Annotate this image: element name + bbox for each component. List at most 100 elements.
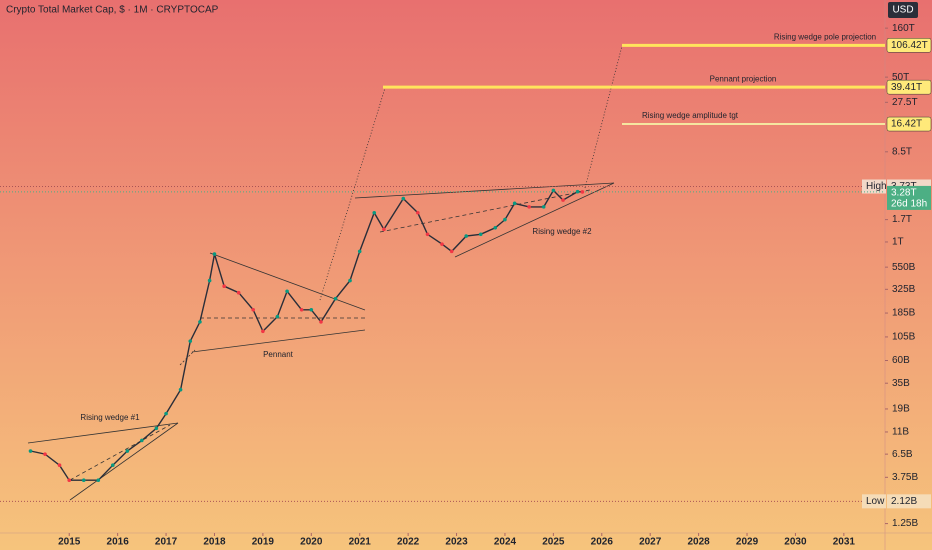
y-tick-label: 185B xyxy=(892,308,916,319)
x-tick-label: 2029 xyxy=(736,537,759,548)
price-point xyxy=(348,278,352,283)
price-point xyxy=(464,234,469,238)
price-point xyxy=(493,225,498,230)
price-point xyxy=(275,314,280,319)
annotation: Pennant xyxy=(263,350,294,359)
level-label: 106.42T xyxy=(891,40,928,51)
price-point xyxy=(140,438,144,443)
y-tick-label: 325B xyxy=(892,284,916,295)
y-tick-label: 19B xyxy=(892,404,910,415)
y-tick-label: 27.5T xyxy=(892,97,918,108)
price-point xyxy=(57,463,62,467)
level-label: 16.42T xyxy=(891,119,922,130)
countdown: 26d 18h xyxy=(891,199,927,210)
price-point xyxy=(178,387,183,392)
low-name: Low xyxy=(866,496,885,507)
annotation: Rising wedge #2 xyxy=(532,227,592,236)
trendlines xyxy=(27,45,623,501)
x-tick-label: 2025 xyxy=(542,537,565,548)
price-point xyxy=(333,296,338,301)
x-tick-label: 2018 xyxy=(203,537,226,548)
x-tick-label: 2026 xyxy=(591,537,614,548)
price-point xyxy=(81,478,86,483)
level-box xyxy=(886,79,932,95)
y-tick-label: 8.5T xyxy=(892,146,912,157)
x-tick-label: 2023 xyxy=(445,537,468,548)
price-point xyxy=(503,217,507,222)
level-box xyxy=(886,116,932,132)
price-point xyxy=(285,289,289,294)
y-tick-label: 1.25B xyxy=(892,518,918,529)
y-tick-label: 550B xyxy=(892,262,916,273)
x-tick-label: 2020 xyxy=(300,537,323,548)
currency: USD xyxy=(892,5,913,16)
x-tick-label: 2019 xyxy=(252,537,275,548)
price-point xyxy=(425,232,430,237)
y-tick-label: 11B xyxy=(892,427,909,438)
price-point xyxy=(401,196,406,201)
price-point xyxy=(561,198,565,202)
y-tick-label: 1T xyxy=(892,237,904,248)
price-point xyxy=(575,189,580,194)
price-line xyxy=(30,189,583,481)
y-tick-label: 160T xyxy=(892,23,915,34)
low-price-box xyxy=(887,494,931,509)
price-point xyxy=(154,426,159,431)
price-point xyxy=(512,201,517,206)
low-box xyxy=(862,494,886,509)
level-name: Pennant projection xyxy=(710,74,777,83)
price-point xyxy=(440,242,444,246)
annotation: Rising wedge #1 xyxy=(80,413,140,422)
price-point xyxy=(111,463,115,467)
price-point xyxy=(541,205,546,209)
high-box xyxy=(862,179,886,194)
price-point xyxy=(188,339,193,343)
last-label: 3.28T xyxy=(891,188,917,199)
price-point xyxy=(207,278,212,283)
last-box xyxy=(887,185,931,210)
y-tick-label: 1.7T xyxy=(892,214,912,225)
y-tick-label: 35B xyxy=(892,378,910,389)
chart-title: Crypto Total Market Cap, $ · 1M · CRYPTO… xyxy=(6,5,219,16)
y-tick-label: 50T xyxy=(892,72,909,83)
x-tick-label: 2024 xyxy=(494,537,517,548)
price-point xyxy=(551,188,556,193)
x-tick-label: 2021 xyxy=(349,537,372,548)
x-tick-label: 2031 xyxy=(833,537,856,548)
price-point xyxy=(309,307,314,312)
x-tick-label: 2016 xyxy=(107,537,130,548)
x-tick-label: 2027 xyxy=(639,537,662,548)
price-point xyxy=(212,252,217,256)
price-point xyxy=(449,249,454,254)
x-tick-label: 2017 xyxy=(155,537,178,548)
y-tick-label: 60B xyxy=(892,355,910,366)
x-tick-label: 2015 xyxy=(58,537,81,548)
level-name: Rising wedge pole projection xyxy=(774,32,876,41)
price-point xyxy=(319,320,323,324)
price-point xyxy=(96,478,101,483)
level-label: 39.41T xyxy=(891,82,922,93)
price-point xyxy=(299,307,304,312)
low-label: 2.12B xyxy=(891,496,917,507)
price-point xyxy=(125,449,130,453)
y-tick-label: 105B xyxy=(892,332,916,343)
price-point xyxy=(382,227,386,232)
level-name: Rising wedge amplitude tgt xyxy=(642,111,739,120)
price-point xyxy=(222,284,226,288)
x-tick-label: 2030 xyxy=(784,537,807,548)
level-box xyxy=(886,38,932,53)
price-point xyxy=(251,307,256,312)
x-tick-label: 2022 xyxy=(397,537,420,548)
price-point xyxy=(198,320,202,324)
price-point xyxy=(28,449,33,453)
price-point xyxy=(164,411,168,416)
price-point xyxy=(261,329,265,334)
price-point xyxy=(478,232,483,237)
y-tick-label: 6.5B xyxy=(892,449,913,460)
price-point xyxy=(43,452,47,456)
currency-box xyxy=(888,2,918,18)
x-tick-label: 2028 xyxy=(687,537,710,548)
high-name: High xyxy=(866,181,887,192)
price-point xyxy=(580,190,585,194)
